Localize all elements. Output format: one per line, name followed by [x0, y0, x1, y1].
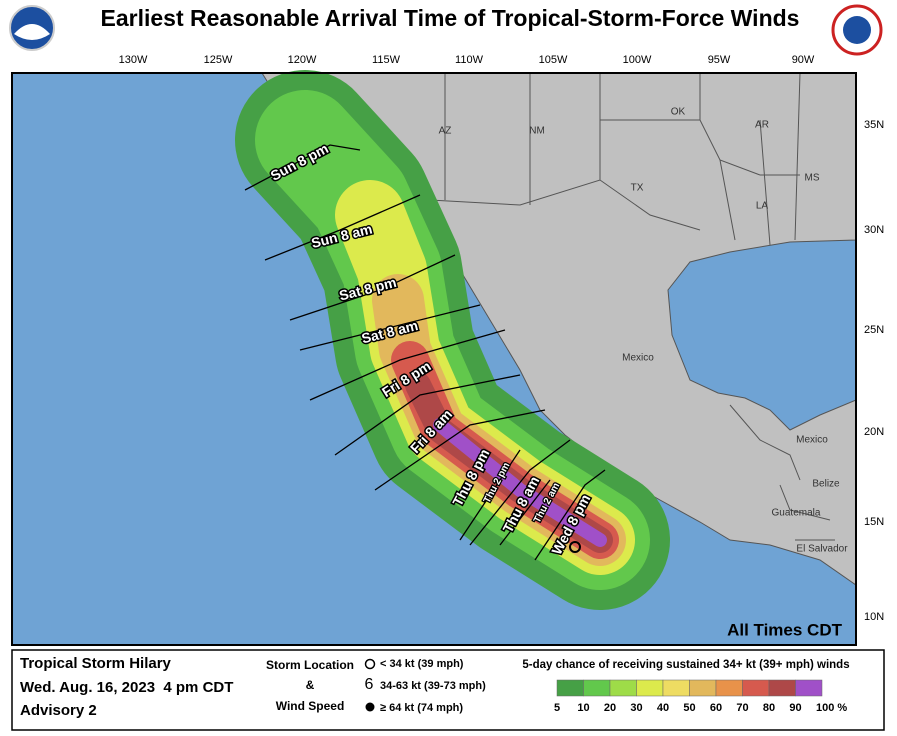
symbol-ts: 6: [365, 676, 374, 693]
scale-label: 50: [683, 702, 695, 714]
nws-logo-inner: [843, 16, 871, 44]
scale-swatch: [609, 679, 637, 697]
scale-swatch: [583, 679, 611, 697]
time-lines: [244, 144, 606, 561]
legend-title: &: [306, 678, 315, 692]
scale-label: 80: [763, 702, 775, 714]
time-note: All Times CDT: [727, 620, 843, 639]
place-label: El Salvador: [796, 544, 848, 555]
latitude-label: 20N: [864, 426, 884, 438]
storm-name: Tropical Storm Hilary: [20, 655, 172, 672]
longitude-label: 90W: [792, 54, 815, 66]
place-label: MS: [805, 173, 820, 184]
title: Earliest Reasonable Arrival Time of Trop…: [101, 5, 800, 31]
longitude-label: 100W: [623, 54, 652, 66]
longitude-label: 130W: [119, 54, 148, 66]
scale-swatch: [742, 679, 770, 697]
place-label: NM: [529, 126, 545, 137]
scale-title: 5-day chance of receiving sustained 34+ …: [522, 659, 849, 671]
symbol-hurricane: [365, 702, 375, 712]
scale-label: 5: [554, 702, 560, 714]
probability-swath: [235, 70, 670, 610]
scale-label: 20: [604, 702, 616, 714]
noaa-logo-bird: [14, 24, 50, 40]
longitude-label: 115W: [372, 54, 401, 66]
wind-class: < 34 kt (39 mph): [380, 658, 464, 670]
latitude-label: 25N: [864, 324, 884, 336]
longitude-label: 125W: [204, 54, 233, 66]
place-label: AZ: [439, 126, 452, 137]
scale-label: 40: [657, 702, 669, 714]
longitude-label: 110W: [455, 54, 484, 66]
place-label: AR: [755, 120, 769, 131]
scale-label: 60: [710, 702, 722, 714]
scale-label: 100 %: [816, 702, 847, 714]
advisory: Advisory 2: [20, 702, 97, 719]
legend-title: Wind Speed: [276, 699, 345, 713]
scale-swatch: [715, 679, 743, 697]
place-label: Mexico: [622, 353, 654, 364]
scale-swatch: [662, 679, 690, 697]
scale-label: 10: [577, 702, 589, 714]
latitude-label: 30N: [864, 224, 884, 236]
map: AZ NM OK AR TX MS LA Mexico Mexico Belize Guatemal…: [11, 70, 857, 646]
issued: Wed. Aug. 16, 2023 4 pm CDT: [20, 679, 233, 696]
place-label: OK: [671, 107, 686, 118]
swath-band: [433, 418, 607, 547]
symbol-ts-low: [364, 658, 376, 670]
storm-location: [569, 541, 581, 553]
place-label: Mexico: [796, 435, 828, 446]
latitude-label: 15N: [864, 516, 884, 528]
longitude-label: 120W: [288, 54, 317, 66]
map-frame: [11, 72, 857, 646]
scale-swatch: [556, 679, 584, 697]
legend-title: Storm Location: [266, 658, 354, 672]
scale-label: 90: [789, 702, 801, 714]
place-label: LA: [756, 201, 769, 212]
latitude-label: 10N: [864, 611, 884, 623]
longitude-label: 95W: [708, 54, 731, 66]
scale-swatch: [768, 679, 796, 697]
place-label: Belize: [812, 479, 840, 490]
place-label: TX: [631, 183, 644, 194]
wind-class: ≥ 64 kt (74 mph): [380, 702, 463, 714]
latitude-label: 35N: [864, 119, 884, 131]
scale-swatch: [689, 679, 717, 697]
scale-label: 30: [630, 702, 642, 714]
scale-swatch: [636, 679, 664, 697]
longitude-label: 105W: [539, 54, 568, 66]
scale-swatch: [795, 679, 823, 697]
place-label: Guatemala: [772, 508, 821, 519]
color-scale: 5 10 20 30 40 50 60 70 80 90 100 %: [554, 679, 847, 714]
scale-label: 70: [736, 702, 748, 714]
wind-class: 34-63 kt (39-73 mph): [380, 680, 486, 692]
